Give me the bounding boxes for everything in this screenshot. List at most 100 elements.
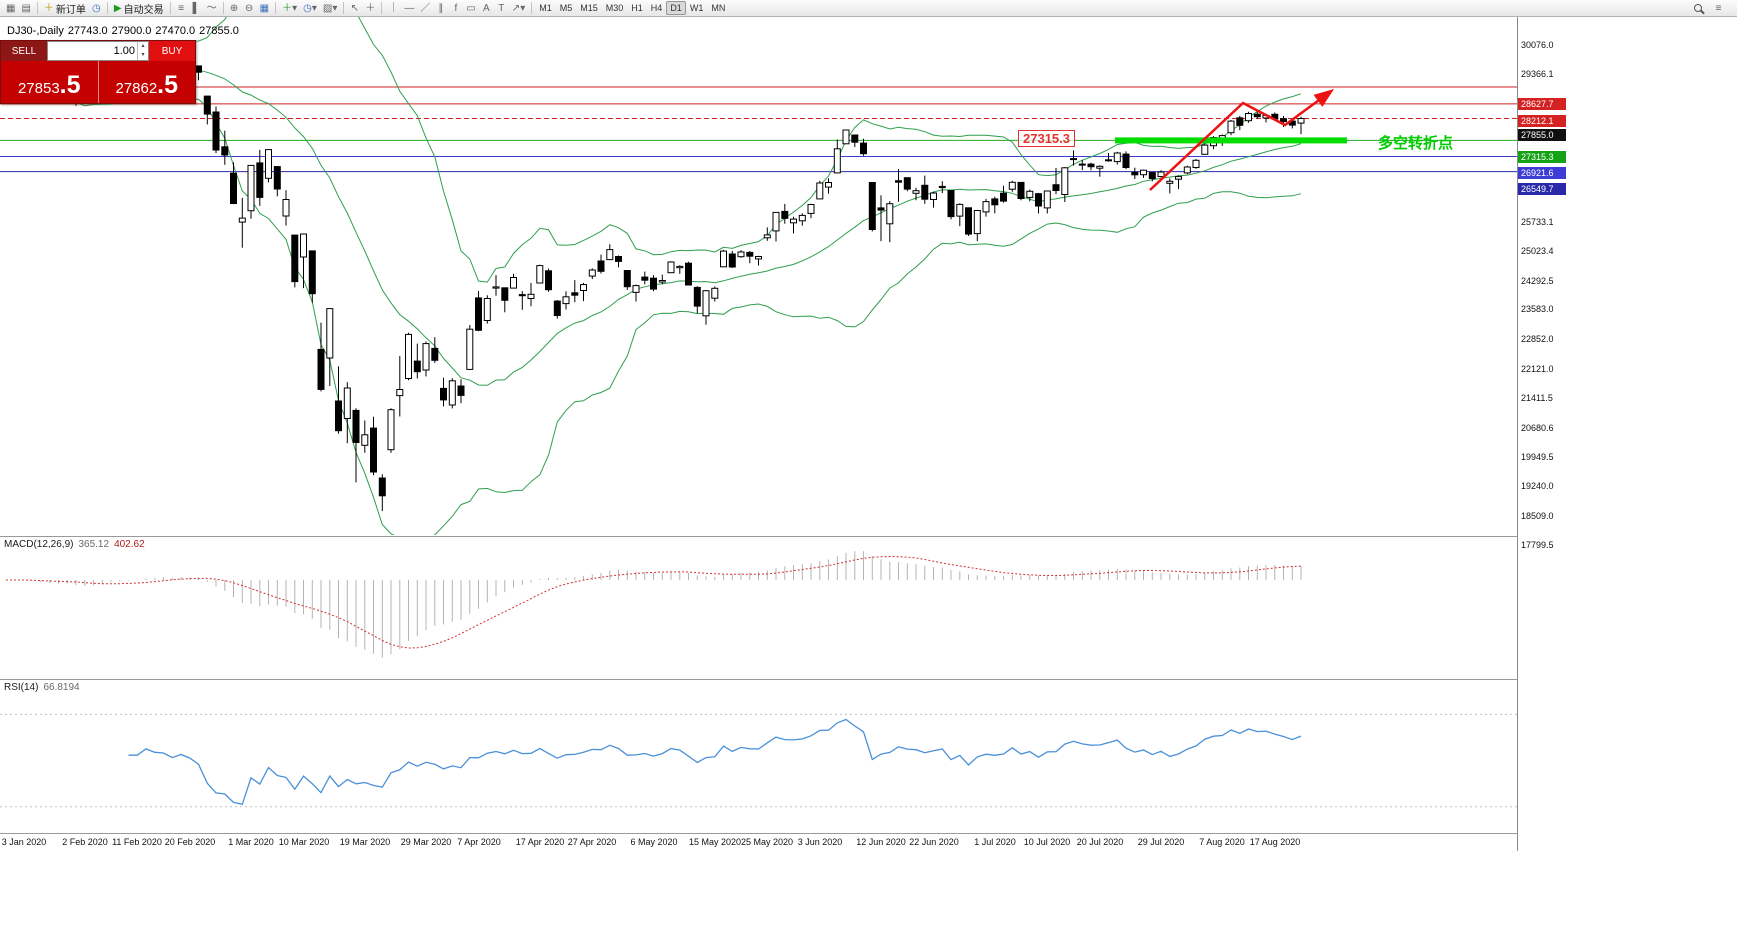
volume-value[interactable]: 1.00: [113, 45, 135, 57]
price-tick: 24292.5: [1521, 276, 1554, 286]
sell-price-display[interactable]: 27853 .5: [1, 61, 99, 103]
macd-panel[interactable]: [0, 536, 1517, 679]
timeframe-m15[interactable]: M15: [580, 3, 598, 13]
price-chart-panel[interactable]: [0, 17, 1517, 536]
autotrading-label: 自动交易: [123, 4, 164, 16]
label-tool-icon: T: [498, 2, 505, 14]
bar-chart-button[interactable]: ≡: [174, 1, 189, 16]
trend-arrow[interactable]: [1149, 89, 1335, 191]
candlestick-chart-icon: ▌: [192, 2, 200, 14]
sell-price-fraction: .5: [59, 71, 81, 99]
macd-label: MACD(12,26,9) 365.12 402.62: [4, 539, 145, 550]
chart-symbol: DJ30-,Daily: [7, 25, 64, 37]
candlestick-chart-button[interactable]: ▌: [189, 1, 204, 16]
indicators-button[interactable]: ＋ ▾: [279, 1, 300, 16]
volume-up-icon[interactable]: ▴: [141, 43, 145, 49]
templates-button[interactable]: ▨ ▾: [320, 1, 340, 16]
toolbar-separator: [343, 2, 345, 14]
crosshair-tool-button[interactable]: ＋: [362, 1, 378, 16]
chart-profiles-button[interactable]: ▤: [18, 1, 33, 16]
price-level-label: 27315.3: [1518, 151, 1566, 163]
price-tick: 21411.5: [1521, 393, 1553, 403]
buy-button[interactable]: BUY: [149, 41, 195, 61]
macd-signal-line: [6, 556, 1302, 649]
main-toolbar: ▦ ▤ ＋ 新订单 ◷ ▶ 自动交易 ≡ ▌ ～ ⊕ ⊖ ▦ ＋ ▾ ◷ ▾ ▨ ▾ …: [0, 0, 1737, 17]
bollinger-upper: [5, 17, 1302, 283]
support-bar[interactable]: [1115, 137, 1347, 144]
timeframe-h4[interactable]: H4: [650, 3, 663, 13]
timeframe-h1[interactable]: H1: [631, 3, 643, 13]
price-chart-canvas[interactable]: [0, 17, 1517, 535]
shapes-tool-button[interactable]: ▭: [463, 1, 478, 16]
crosshair-icon: ＋: [365, 2, 376, 14]
templates-icon: ▨: [322, 2, 333, 14]
date-label: 17 Aug 2020: [1249, 837, 1301, 847]
timeframe-d1[interactable]: D1: [666, 1, 686, 15]
price-tick: 19949.5: [1521, 452, 1554, 462]
zoom-in-button[interactable]: ⊕: [227, 1, 242, 16]
periods-button[interactable]: ◷ ▾: [300, 1, 320, 16]
price-level-label: 27855.0: [1518, 129, 1566, 141]
rsi-label: RSI(14) 66.8194: [4, 682, 80, 693]
level-lines-layer: [0, 86, 1517, 173]
toolbar-separator: [275, 2, 277, 14]
date-label: 29 Jul 2020: [1137, 837, 1185, 847]
text-tool-button[interactable]: A: [479, 1, 494, 16]
fibonacci-icon: f: [454, 2, 458, 14]
rsi-canvas[interactable]: [0, 680, 1517, 833]
trendline-tool-button[interactable]: ／: [417, 1, 433, 16]
volume-field[interactable]: 1.00 ▴ ▾: [47, 41, 149, 61]
macd-canvas[interactable]: [0, 537, 1517, 679]
candles-layer: [2, 48, 1305, 512]
timeframe-w1[interactable]: W1: [689, 3, 704, 13]
ohlc-low: 27470.0: [155, 25, 196, 37]
time-axis[interactable]: 3 Jan 2020 2 Feb 2020 11 Feb 2020 20 Feb 20…: [0, 833, 1517, 851]
sell-button[interactable]: SELL: [1, 41, 47, 61]
chart-profiles-icon: ▤: [21, 2, 31, 14]
autotrading-button[interactable]: ▶ 自动交易: [111, 1, 167, 16]
zoom-in-icon: ⊕: [229, 2, 239, 14]
new-chart-button[interactable]: ▦: [3, 1, 18, 16]
price-tick: 30076.0: [1521, 40, 1554, 50]
buy-price-main: 27862: [115, 80, 158, 97]
search-button[interactable]: [1690, 1, 1705, 16]
price-callout[interactable]: 27315.3: [1018, 130, 1075, 147]
timeframe-m1[interactable]: M1: [539, 3, 552, 13]
rsi-line: [128, 718, 1302, 806]
date-label: 3 Jun 2020: [797, 837, 843, 847]
menu-button[interactable]: ≡: [1711, 1, 1726, 16]
date-label: 12 Jun 2020: [856, 837, 906, 847]
volume-down-icon[interactable]: ▾: [141, 52, 145, 58]
date-label: 2 Feb 2020: [62, 837, 108, 847]
turning-point-label[interactable]: 多空转折点: [1378, 135, 1454, 152]
channel-tool-button[interactable]: ∥: [433, 1, 448, 16]
timeframe-m5[interactable]: M5: [559, 3, 573, 13]
buy-price-display[interactable]: 27862 .5: [99, 61, 196, 103]
fibonacci-tool-button[interactable]: f: [448, 1, 463, 16]
arrows-tool-button[interactable]: ↗ ▾: [509, 1, 528, 16]
timeframe-mn[interactable]: MN: [711, 3, 726, 13]
vertical-line-tool-button[interactable]: ｜: [385, 1, 401, 16]
tile-windows-button[interactable]: ▦: [257, 1, 272, 16]
price-scale[interactable]: 30076.0 29366.1 25733.1 25023.4 24292.5 23583…: [1518, 17, 1578, 851]
history-center-button[interactable]: ◷: [89, 1, 104, 16]
sell-price-main: 27853: [17, 80, 60, 97]
new-order-button[interactable]: ＋ 新订单: [41, 1, 89, 16]
volume-stepper: ▴ ▾: [137, 42, 148, 60]
zoom-out-button[interactable]: ⊖: [242, 1, 257, 16]
cursor-tool-button[interactable]: ↖: [347, 1, 362, 16]
price-tick: 22121.0: [1521, 364, 1554, 374]
date-label: 1 Jul 2020: [974, 837, 1016, 847]
indicators-icon: ＋: [282, 2, 293, 14]
date-label: 7 Apr 2020: [457, 837, 501, 847]
label-tool-button[interactable]: T: [494, 1, 509, 16]
line-chart-button[interactable]: ～: [204, 1, 220, 16]
history-center-icon: ◷: [92, 2, 101, 14]
rsi-panel[interactable]: [0, 679, 1517, 833]
chart-title: DJ30-,Daily 27743.0 27900.0 27470.0 27855.0: [7, 25, 243, 37]
timeframe-m30[interactable]: M30: [605, 3, 624, 13]
ohlc-close: 27855.0: [199, 25, 239, 37]
new-chart-icon: ▦: [6, 2, 16, 14]
horizontal-line-tool-button[interactable]: ―: [401, 1, 417, 16]
